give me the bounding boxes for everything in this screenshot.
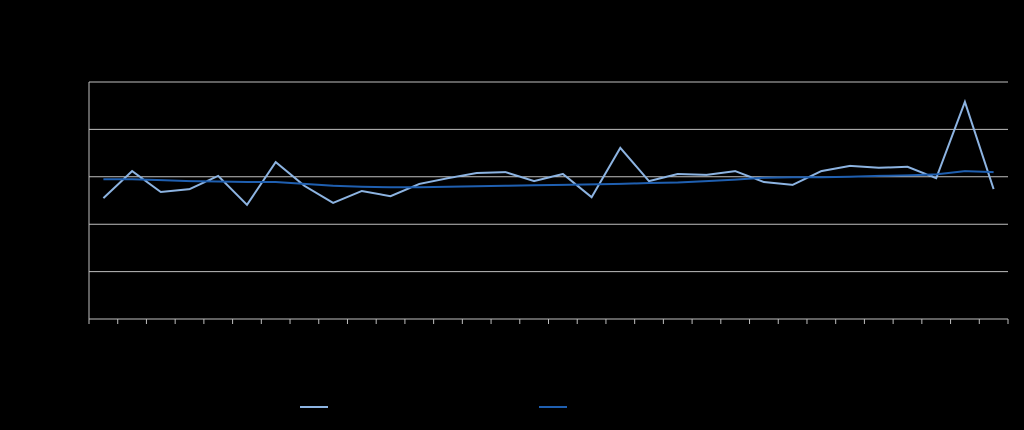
series-line: [103, 170, 994, 189]
series-line: [102, 98, 995, 207]
